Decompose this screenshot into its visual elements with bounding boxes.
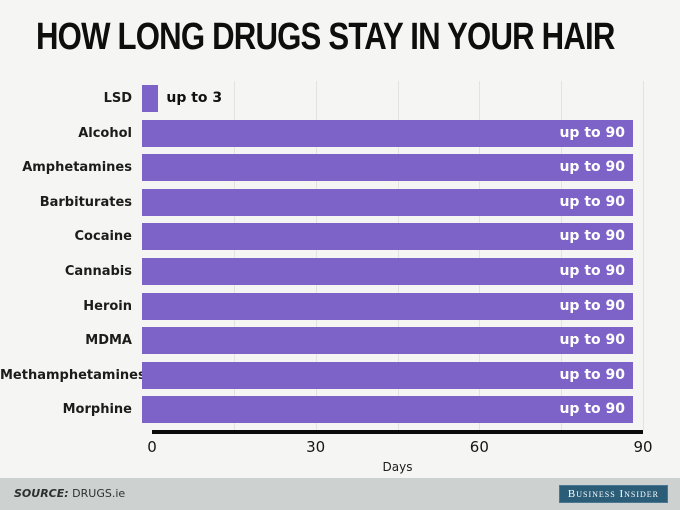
category-label: Cocaine [74, 229, 132, 245]
category-label: MDMA [85, 333, 132, 349]
bar [142, 223, 633, 251]
bar-track: up to 3 [142, 85, 633, 112]
bar-row: MDMA up to 90 [0, 327, 680, 355]
footer-bar: SOURCE: DRUGS.ie Business Insider [0, 478, 680, 510]
category-label: Morphine [62, 402, 132, 418]
bar-rows: LSD up to 3 Alcohol up to 90 Amphetamines up … [0, 85, 680, 431]
bar-track: up to 90 [142, 223, 633, 251]
bar-track: up to 90 [142, 292, 633, 320]
bar-row: Cannabis up to 90 [0, 257, 680, 285]
bar [142, 119, 633, 147]
source-attribution: SOURCE: DRUGS.ie [14, 487, 125, 500]
bar-value-label: up to 90 [559, 193, 625, 210]
bar [142, 396, 633, 424]
bar-row: Heroin up to 90 [0, 292, 680, 320]
bar-value-label: up to 3 [166, 90, 223, 106]
gridline [233, 81, 235, 430]
bar-chart: LSD up to 3 Alcohol up to 90 Amphetamines up … [0, 81, 680, 474]
bar-value-label: up to 90 [559, 159, 625, 176]
gridline [397, 81, 399, 430]
bar-track: up to 90 [142, 188, 633, 216]
bar-value-label: up to 90 [559, 401, 625, 418]
bar-value-label: up to 90 [559, 366, 625, 383]
business-insider-logo: Business Insider [558, 485, 668, 503]
category-label: Amphetamines [22, 160, 132, 176]
category-label: Methamphetamines [0, 367, 146, 383]
x-axis [152, 430, 643, 434]
bar-track: up to 90 [142, 361, 633, 389]
bar-row: Methamphetamines up to 90 [0, 361, 680, 389]
gridline [479, 81, 481, 430]
bar [142, 361, 633, 389]
gridlines [152, 81, 644, 430]
page-title: HOW LONG DRUGS STAY IN YOUR HAIR [36, 16, 615, 58]
bar-row: LSD up to 3 [0, 85, 680, 112]
bar-track: up to 90 [142, 154, 633, 182]
bar [142, 154, 633, 182]
bar-row: Cocaine up to 90 [0, 223, 680, 251]
category-label: Cannabis [64, 263, 132, 279]
x-axis-ticks: 0 30 60 90 [147, 438, 652, 458]
bar [142, 292, 633, 320]
category-label: Heroin [83, 298, 132, 314]
bar-value-label: up to 90 [559, 124, 625, 141]
source-label: SOURCE: [14, 487, 69, 500]
bar-row: Barbiturates up to 90 [0, 188, 680, 216]
category-label: Alcohol [78, 125, 132, 141]
bar [142, 257, 633, 285]
x-tick-label: 60 [469, 438, 489, 456]
source-value: DRUGS.ie [72, 487, 126, 500]
bar-row: Amphetamines up to 90 [0, 154, 680, 182]
bar-track: up to 90 [142, 327, 633, 355]
bar-track: up to 90 [142, 396, 633, 424]
category-label: Barbiturates [39, 194, 132, 210]
x-tick-label: 90 [633, 438, 653, 456]
gridline [315, 81, 317, 430]
gridline [561, 81, 563, 430]
bar [142, 327, 633, 355]
bar-value-label: up to 90 [559, 297, 625, 314]
bar-track: up to 90 [142, 257, 633, 285]
x-tick-label: 30 [306, 438, 326, 456]
bar [142, 85, 159, 112]
bar-row: Alcohol up to 90 [0, 119, 680, 147]
bar-value-label: up to 90 [559, 332, 625, 349]
category-label: LSD [103, 91, 132, 106]
x-axis-title: Days [382, 460, 413, 474]
bar-value-label: up to 90 [559, 262, 625, 279]
bar [142, 188, 633, 216]
gridline [643, 81, 644, 430]
bar-value-label: up to 90 [559, 228, 625, 245]
bar-track: up to 90 [142, 119, 633, 147]
x-tick-label: 0 [147, 438, 157, 456]
bar-row: Morphine up to 90 [0, 396, 680, 424]
